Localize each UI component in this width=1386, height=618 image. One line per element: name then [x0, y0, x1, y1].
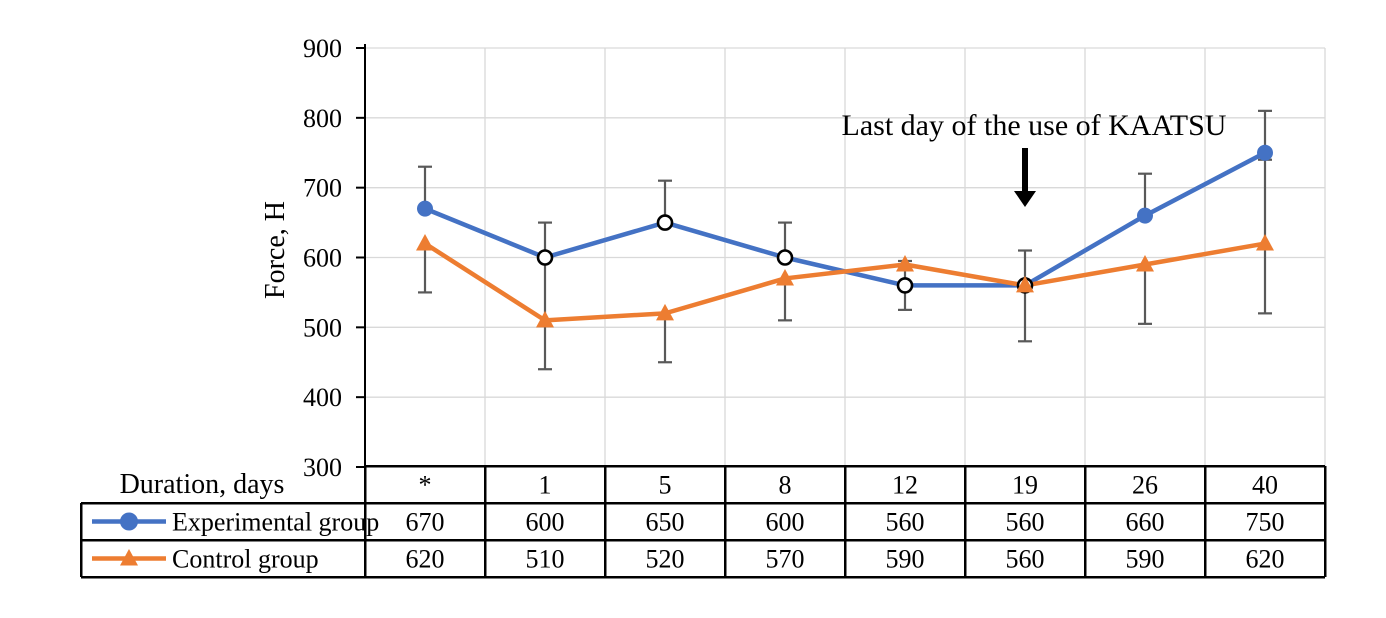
- table-cell: 590: [886, 545, 925, 574]
- table-header-cell: 8: [779, 471, 792, 500]
- table-cell: 560: [886, 508, 925, 537]
- table-header-cell: 19: [1012, 471, 1038, 500]
- marker-open-circle: [656, 214, 674, 231]
- marker-open-circle: [776, 249, 794, 266]
- table-cell: 600: [766, 508, 805, 537]
- table-cell: 560: [1006, 508, 1045, 537]
- table-header-cell: 5: [659, 471, 672, 500]
- legend-label: Experimental group: [172, 508, 379, 537]
- marker-triangle: [1016, 275, 1034, 293]
- table-header-cell: 1: [539, 471, 552, 500]
- marker-triangle: [536, 310, 554, 328]
- marker-circle: [1257, 144, 1273, 161]
- marker-triangle: [1256, 234, 1274, 251]
- table-cell: 650: [646, 508, 685, 537]
- x-axis-title: Duration, days: [119, 469, 285, 500]
- legend-marker-triangle: [120, 549, 138, 566]
- y-tick-label: 800: [303, 104, 342, 133]
- y-tick-label: 500: [303, 313, 342, 342]
- marker-triangle: [416, 234, 434, 251]
- table-cell: 620: [406, 545, 445, 574]
- table-header-cell: 26: [1132, 471, 1158, 500]
- marker-triangle: [656, 303, 674, 321]
- annotation-text: Last day of the use of KAATSU: [841, 109, 1227, 142]
- marker-triangle: [776, 268, 794, 286]
- marker-circle: [1137, 207, 1153, 224]
- y-axis-title: Force, H: [260, 201, 291, 299]
- marker-triangle: [1136, 254, 1154, 272]
- table-cell: 570: [766, 545, 805, 574]
- table-cell: 660: [1126, 508, 1165, 537]
- table-cell: 510: [526, 545, 565, 574]
- y-tick-label: 900: [303, 34, 342, 63]
- marker-triangle: [896, 254, 914, 272]
- table-cell: 520: [646, 545, 685, 574]
- table-cell: 750: [1246, 508, 1285, 537]
- series-line-control-group: [422, 241, 1268, 323]
- y-tick-label: 600: [303, 244, 342, 273]
- table-header-cell: 12: [892, 471, 918, 500]
- legend-label: Control group: [172, 545, 319, 574]
- table-cell: 620: [1246, 545, 1285, 574]
- table-cell: 670: [406, 508, 445, 537]
- table-header-cell: 40: [1252, 471, 1278, 500]
- y-tick-label: 700: [303, 174, 342, 203]
- marker-circle: [417, 200, 433, 217]
- table-cell: 560: [1006, 545, 1045, 574]
- table-header-cell: *: [419, 471, 432, 500]
- y-tick-label: 300: [303, 453, 342, 482]
- annotation-arrow-head: [1014, 191, 1036, 207]
- table-cell: 600: [526, 508, 565, 537]
- marker-open-circle: [536, 249, 554, 266]
- table-cell: 590: [1126, 545, 1165, 574]
- y-tick-label: 400: [303, 383, 342, 412]
- legend-marker-circle: [120, 512, 138, 531]
- marker-open-circle: [896, 277, 914, 294]
